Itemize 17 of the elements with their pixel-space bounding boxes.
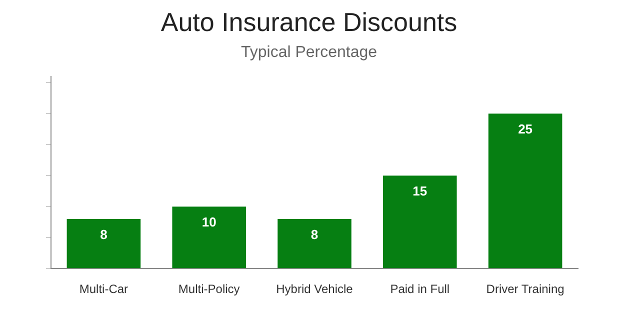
data-label: 15 bbox=[412, 184, 428, 199]
x-tick-label: Multi-Policy bbox=[178, 282, 240, 296]
bar bbox=[66, 219, 141, 268]
data-label: 8 bbox=[100, 227, 108, 242]
data-label: 25 bbox=[518, 122, 533, 137]
x-tick-label: Hybrid Vehicle bbox=[276, 282, 354, 296]
data-label: 8 bbox=[310, 227, 318, 242]
chart-title: Auto Insurance Discounts bbox=[160, 6, 458, 37]
data-label: 10 bbox=[202, 214, 216, 230]
bar bbox=[172, 206, 246, 268]
bar bbox=[488, 114, 562, 268]
bar bbox=[383, 176, 457, 268]
x-tick-label: Driver Training bbox=[486, 282, 564, 296]
x-tick-label: Paid in Full bbox=[390, 282, 450, 296]
x-tick-label: Multi-Car bbox=[79, 282, 128, 296]
bar bbox=[278, 219, 352, 268]
chart-subtitle: Typical Percentage bbox=[240, 44, 378, 62]
